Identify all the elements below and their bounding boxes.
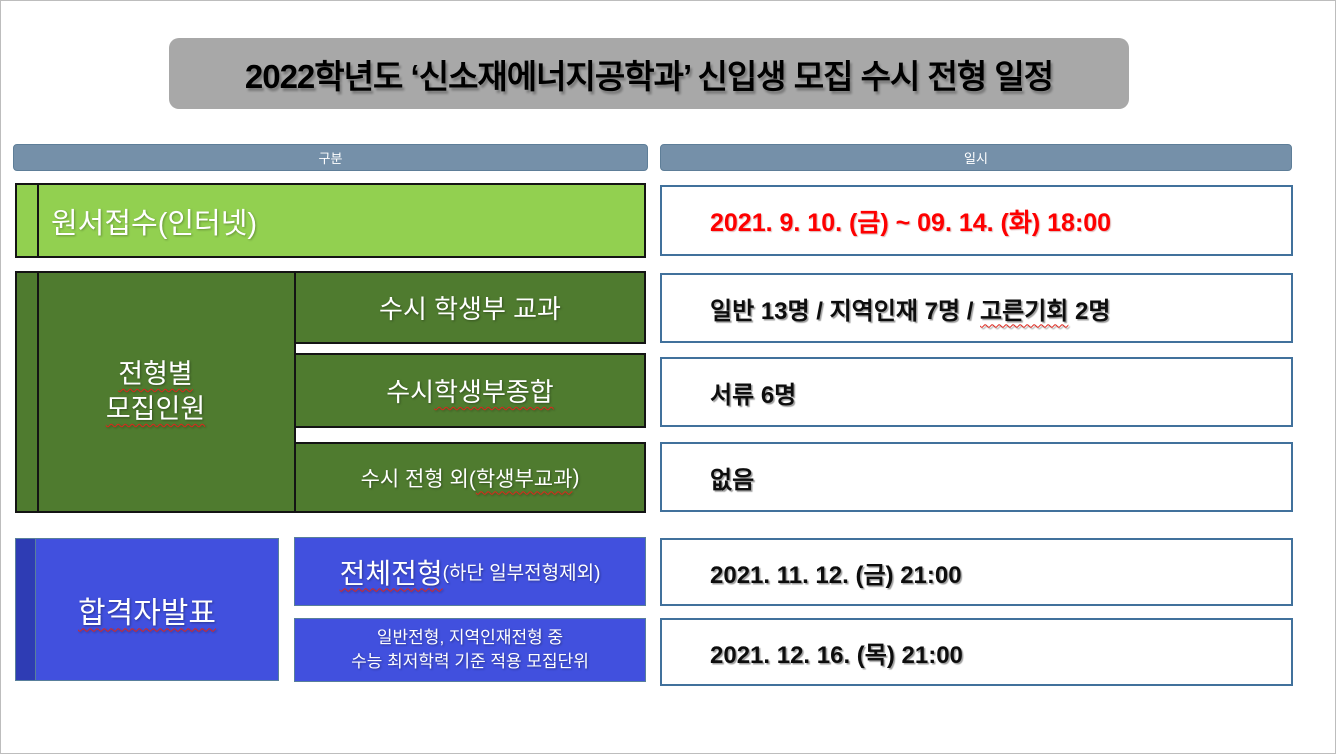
column-header-category: 구분 [13, 144, 648, 171]
quota-label-pre: 수시 전형 외( [360, 467, 476, 491]
column-header-datetime-label: 일시 [964, 151, 988, 166]
cell-application-date: 2021. 9. 10. (금) ~ 09. 14. (화) 18:00 [660, 185, 1293, 256]
quota-group-label-line2: 모집인원 [105, 394, 206, 424]
announcement-label-main: 전체전형 [339, 557, 443, 589]
cell-announcement-label-all: 전체전형 (하단 일부전형제외) [294, 537, 646, 606]
application-category-label: 원서접수(인터넷) [51, 207, 258, 240]
left-accent-strip [16, 539, 36, 680]
quota-label: 수시 학생부 교과 [379, 294, 561, 324]
announcement-group-label: 합격자발표 [78, 596, 216, 630]
page-title: 2022학년도 ‘신소재에너지공학과’ 신입생 모집 수시 전형 일정 [244, 57, 1054, 95]
cell-quota-value-gyogwa: 일반 13명 / 지역인재 7명 / 고른기회 2명 [660, 273, 1293, 343]
left-accent-divider [37, 273, 39, 511]
announcement-label-line2: 수능 최저학력 기준 적용 모집단위 [351, 652, 589, 671]
column-header-datetime: 일시 [660, 144, 1292, 171]
left-accent-divider [37, 185, 39, 256]
cell-quota-label-other: 수시 전형 외(학생부교과) [294, 442, 646, 513]
quota-value: 일반 13명 / 지역인재 7명 / 고른기회 2명 [710, 297, 1111, 325]
application-date-value: 2021. 9. 10. (금) ~ 09. 14. (화) 18:00 [710, 208, 1112, 237]
cell-announcement-date-csat: 2021. 12. 16. (목) 21:00 [660, 618, 1293, 686]
announcement-date-value: 2021. 11. 12. (금) 21:00 [710, 561, 962, 589]
cell-quota-label-jonghap: 수시 학생부종합 [294, 353, 646, 428]
quota-label-squiggled: 학생부교과 [475, 467, 573, 491]
announcement-label-line1: 일반전형, 지역인재전형 중 [376, 628, 564, 648]
group-cell-quota: 전형별 모집인원 [15, 271, 296, 513]
cell-application-category: 원서접수(인터넷) [15, 183, 646, 258]
cell-quota-label-gyogwa: 수시 학생부 교과 [294, 271, 646, 344]
group-cell-announcement: 합격자발표 [15, 538, 279, 681]
announcement-date-value: 2021. 12. 16. (목) 21:00 [710, 641, 963, 669]
column-header-category-label: 구분 [318, 151, 343, 166]
quota-group-label-line1: 전형별 [118, 358, 193, 389]
quota-value: 없음 [710, 466, 755, 494]
cell-quota-value-jonghap: 서류 6명 [660, 357, 1293, 427]
cell-announcement-label-csat: 일반전형, 지역인재전형 중 수능 최저학력 기준 적용 모집단위 [294, 618, 646, 682]
cell-quota-value-other: 없음 [660, 442, 1293, 512]
quota-value: 서류 6명 [710, 381, 797, 409]
announcement-label-sub: (하단 일부전형제외) [442, 563, 601, 584]
cell-announcement-date-all: 2021. 11. 12. (금) 21:00 [660, 538, 1293, 606]
quota-label-post: ) [572, 465, 580, 489]
title-banner: 2022학년도 ‘신소재에너지공학과’ 신입생 모집 수시 전형 일정 [169, 38, 1129, 109]
quota-label-pre: 수시 [386, 377, 435, 407]
quota-label-squiggled: 학생부종합 [434, 377, 554, 407]
